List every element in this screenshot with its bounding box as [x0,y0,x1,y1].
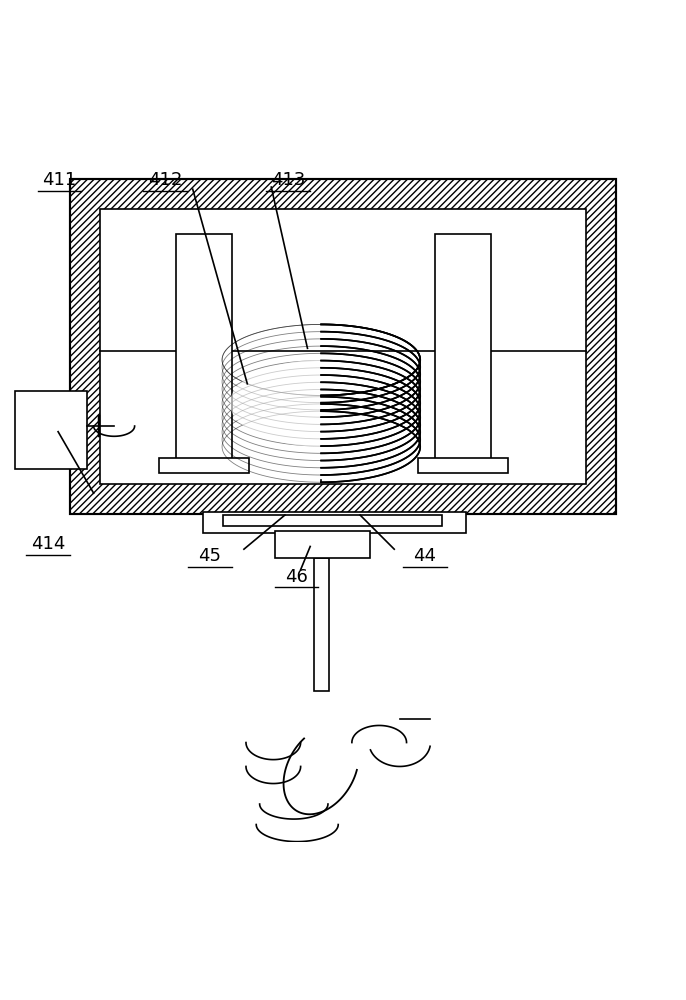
Bar [314,558,329,691]
Bar [99,209,587,484]
Bar [15,391,87,469]
Bar [176,234,232,469]
Bar [418,458,508,473]
Bar [274,531,370,558]
Bar [224,515,442,526]
Text: 412: 412 [148,171,182,189]
Bar [435,234,491,469]
Bar [99,209,587,484]
Text: 46: 46 [285,568,308,586]
Bar [70,179,616,514]
Text: 413: 413 [271,171,305,189]
Text: 44: 44 [414,547,436,565]
Bar [70,179,616,514]
Text: 414: 414 [31,535,65,553]
Bar [158,458,249,473]
Ellipse shape [230,360,412,447]
Text: 45: 45 [198,547,222,565]
Text: 411: 411 [43,171,77,189]
Bar [203,512,466,533]
